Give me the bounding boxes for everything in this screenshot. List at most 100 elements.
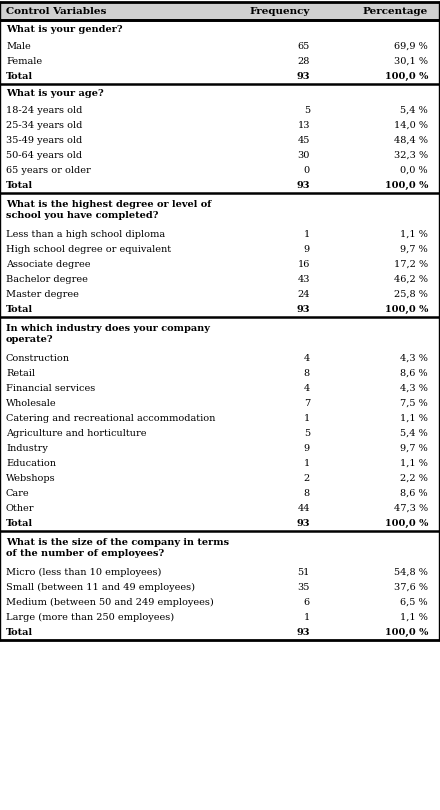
Text: 5,4 %: 5,4 %	[400, 106, 428, 115]
Text: 54,8 %: 54,8 %	[394, 568, 428, 577]
Text: 7: 7	[304, 399, 310, 408]
Text: 13: 13	[297, 121, 310, 130]
Text: 50-64 years old: 50-64 years old	[6, 151, 82, 160]
Text: Education: Education	[6, 459, 56, 468]
Text: 1,1 %: 1,1 %	[400, 414, 428, 423]
Text: 65 years or older: 65 years or older	[6, 166, 91, 175]
Text: 0: 0	[304, 166, 310, 175]
Text: Master degree: Master degree	[6, 290, 79, 299]
Text: 30: 30	[297, 151, 310, 160]
Text: What is the highest degree or level of
school you have completed?: What is the highest degree or level of s…	[6, 199, 211, 220]
Text: Control Variables: Control Variables	[6, 6, 106, 15]
Text: 8: 8	[304, 489, 310, 498]
Text: 18-24 years old: 18-24 years old	[6, 106, 82, 115]
Text: 9: 9	[304, 444, 310, 453]
Text: Medium (between 50 and 249 employees): Medium (between 50 and 249 employees)	[6, 598, 214, 607]
Text: Female: Female	[6, 57, 42, 66]
Text: 9: 9	[304, 245, 310, 254]
Text: 4: 4	[304, 354, 310, 363]
Text: Total: Total	[6, 305, 33, 314]
Text: 24: 24	[297, 290, 310, 299]
Text: Catering and recreational accommodation: Catering and recreational accommodation	[6, 414, 215, 423]
Text: 8,6 %: 8,6 %	[400, 369, 428, 378]
Text: Care: Care	[6, 489, 29, 498]
Text: Total: Total	[6, 519, 33, 528]
Text: 1: 1	[304, 613, 310, 622]
Text: Other: Other	[6, 504, 34, 513]
Text: Micro (less than 10 employees): Micro (less than 10 employees)	[6, 568, 161, 577]
Text: Webshops: Webshops	[6, 474, 55, 483]
Text: 1: 1	[304, 459, 310, 468]
Text: Associate degree: Associate degree	[6, 260, 91, 269]
Text: 65: 65	[298, 42, 310, 51]
Text: Wholesale: Wholesale	[6, 399, 57, 408]
Text: Construction: Construction	[6, 354, 70, 363]
Text: 4,3 %: 4,3 %	[400, 384, 428, 393]
Text: 1: 1	[304, 230, 310, 239]
Text: 16: 16	[297, 260, 310, 269]
Text: What is the size of the company in terms
of the number of employees?: What is the size of the company in terms…	[6, 538, 229, 558]
Text: 93: 93	[297, 628, 310, 637]
Text: 100,0 %: 100,0 %	[385, 519, 428, 528]
Text: 25,8 %: 25,8 %	[394, 290, 428, 299]
Text: 5: 5	[304, 106, 310, 115]
Text: Small (between 11 and 49 employees): Small (between 11 and 49 employees)	[6, 583, 195, 592]
Text: 48,4 %: 48,4 %	[394, 136, 428, 145]
Text: High school degree or equivalent: High school degree or equivalent	[6, 245, 171, 254]
Text: 14,0 %: 14,0 %	[394, 121, 428, 130]
Text: In which industry does your company
operate?: In which industry does your company oper…	[6, 324, 210, 344]
Text: 35: 35	[297, 583, 310, 592]
Text: 5: 5	[304, 429, 310, 438]
Text: 45: 45	[297, 136, 310, 145]
Text: 44: 44	[297, 504, 310, 513]
Text: 8,6 %: 8,6 %	[400, 489, 428, 498]
Text: 2: 2	[304, 474, 310, 483]
Text: 2,2 %: 2,2 %	[400, 474, 428, 483]
Text: 25-34 years old: 25-34 years old	[6, 121, 82, 130]
Text: 93: 93	[297, 181, 310, 190]
Text: 47,3 %: 47,3 %	[394, 504, 428, 513]
Text: 43: 43	[297, 275, 310, 284]
Text: 46,2 %: 46,2 %	[394, 275, 428, 284]
Text: 35-49 years old: 35-49 years old	[6, 136, 82, 145]
Text: 30,1 %: 30,1 %	[394, 57, 428, 66]
Text: 1,1 %: 1,1 %	[400, 459, 428, 468]
Text: Large (more than 250 employees): Large (more than 250 employees)	[6, 613, 174, 622]
Text: Total: Total	[6, 72, 33, 81]
Text: 17,2 %: 17,2 %	[394, 260, 428, 269]
Text: Total: Total	[6, 181, 33, 190]
Text: What is your age?: What is your age?	[6, 89, 104, 98]
Text: Bachelor degree: Bachelor degree	[6, 275, 88, 284]
Text: 9,7 %: 9,7 %	[400, 245, 428, 254]
Text: 93: 93	[297, 519, 310, 528]
Text: 9,7 %: 9,7 %	[400, 444, 428, 453]
Text: 69,9 %: 69,9 %	[394, 42, 428, 51]
Text: Total: Total	[6, 628, 33, 637]
Text: 32,3 %: 32,3 %	[394, 151, 428, 160]
Text: Male: Male	[6, 42, 31, 51]
Text: 1,1 %: 1,1 %	[400, 613, 428, 622]
Text: 1,1 %: 1,1 %	[400, 230, 428, 239]
Text: 8: 8	[304, 369, 310, 378]
Text: 4,3 %: 4,3 %	[400, 354, 428, 363]
Text: Financial services: Financial services	[6, 384, 95, 393]
Text: 100,0 %: 100,0 %	[385, 181, 428, 190]
Text: 100,0 %: 100,0 %	[385, 628, 428, 637]
Text: 28: 28	[297, 57, 310, 66]
Bar	[0, 2, 440, 20]
Text: 100,0 %: 100,0 %	[385, 72, 428, 81]
Text: Percentage: Percentage	[363, 6, 428, 15]
Text: 5,4 %: 5,4 %	[400, 429, 428, 438]
Text: 51: 51	[297, 568, 310, 577]
Text: 93: 93	[297, 72, 310, 81]
Text: 1: 1	[304, 414, 310, 423]
Text: 7,5 %: 7,5 %	[400, 399, 428, 408]
Text: Retail: Retail	[6, 369, 35, 378]
Text: What is your gender?: What is your gender?	[6, 25, 123, 34]
Text: 6: 6	[304, 598, 310, 607]
Text: Industry: Industry	[6, 444, 48, 453]
Text: Frequency: Frequency	[249, 6, 310, 15]
Text: Less than a high school diploma: Less than a high school diploma	[6, 230, 165, 239]
Text: 93: 93	[297, 305, 310, 314]
Text: 0,0 %: 0,0 %	[400, 166, 428, 175]
